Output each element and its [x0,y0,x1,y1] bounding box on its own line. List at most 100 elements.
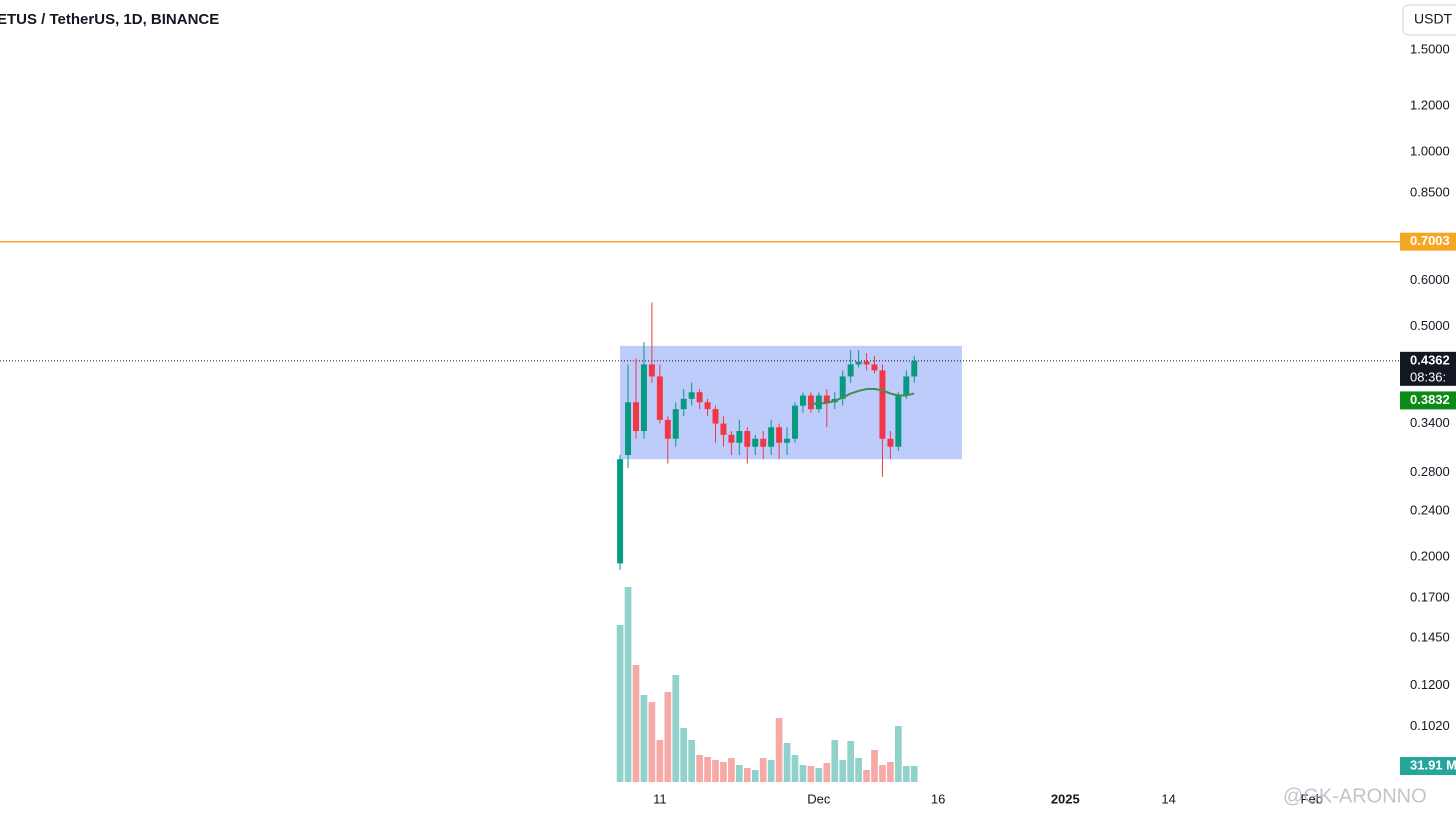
candle-body [815,395,822,410]
volume-bar [847,741,854,782]
volume-bar [863,770,870,782]
y-tick-label: 1.0000 [1410,143,1450,158]
candle-body [633,402,639,432]
y-tick-label: 0.2400 [1410,503,1450,518]
volume-bar [640,695,648,782]
currency-label: USDT [1414,11,1453,27]
candle-body [792,405,798,439]
candle-body [664,419,671,439]
volume-bar [704,757,711,782]
countdown: 08:36: [1410,369,1446,384]
candle-body [704,402,711,410]
moving-average [810,387,915,405]
y-tick-label: 0.1020 [1410,718,1450,733]
candle-body [744,431,751,447]
volume-bar [743,768,751,782]
last-price-label-bg [1400,351,1456,386]
x-tick-label: 14 [1161,791,1175,806]
volume-bar [895,726,902,782]
currency-button[interactable] [1402,4,1456,36]
y-tick-label: 0.3400 [1410,415,1450,430]
hline-label: 0.7003 [1410,233,1450,248]
volume-bar [664,692,672,782]
candle-body [648,364,655,377]
chart-title: ETUS / TetherUS, 1D, BINANCE [0,11,219,28]
candle-body [768,427,775,447]
y-tick-label: 0.1200 [1410,677,1450,692]
x-tick-label: Dec [807,791,831,806]
volume-bar [831,740,839,782]
candle-body [911,360,918,377]
candle-body [776,427,783,443]
candle-body [688,392,695,399]
volume-bar [759,758,767,782]
volume-bar [648,702,656,782]
candle-body [879,370,886,439]
watermark: @GK-ARONNO [1283,785,1427,807]
candle-body [640,364,647,432]
volume-bar [672,675,680,782]
candle-body [871,364,878,371]
x-tick-label: 2025 [1051,791,1080,806]
candle-body [847,364,854,377]
volume-bar [871,750,878,782]
volume-bar [751,770,759,782]
volume-bar [624,587,632,782]
candle-body [895,395,902,447]
y-tick-label: 1.5000 [1410,41,1450,56]
volume-bar [887,762,894,782]
x-tick-label: 16 [931,791,945,806]
candle-body [823,395,830,403]
candle-body [807,395,814,410]
y-tick-label: 0.1700 [1410,589,1450,604]
x-tick-label: 11 [653,791,667,806]
y-tick-label: 0.1450 [1410,629,1450,644]
candle-body [799,395,806,406]
volume-bar [616,625,624,782]
hline-label-bg [1400,232,1456,251]
volume-bar [902,766,910,782]
volume-bar [799,765,807,782]
y-tick-label: 0.2800 [1410,464,1450,479]
candle-body [784,438,791,443]
candle-body [736,431,743,443]
volume-bar [656,740,664,782]
volume-bar [688,740,695,782]
candle-body [656,376,663,420]
volume-bar [696,755,703,782]
volume-label: 31.91 M [1410,757,1456,772]
candle-body [672,409,679,439]
volume-bar [632,665,640,782]
volume-bar [879,765,886,782]
candle-body [680,398,687,410]
candle-body [839,376,846,399]
candle-body [696,392,703,403]
ma-label-bg [1400,391,1456,410]
volume-bar [910,766,918,782]
volume-bar [736,765,743,782]
y-tick-label: 0.2000 [1410,548,1450,563]
volume-bar [767,760,775,782]
last-price-label: 0.4362 [1410,352,1450,367]
volume-bar [775,718,783,782]
candle-body [855,361,862,365]
candle-body [617,459,624,564]
volume-bar [839,760,847,782]
candle-body [863,361,870,365]
range-box [620,345,962,460]
candle-body [760,438,767,447]
volume-bar [815,768,823,782]
y-tick-label: 1.2000 [1410,98,1450,113]
volume-bar [720,762,727,782]
y-tick-label: 0.8500 [1410,184,1450,199]
candle-body [728,434,735,443]
volume-bar [807,766,815,782]
volume-bar [712,760,719,782]
candle-body [712,409,719,424]
y-tick-label: 0.6000 [1410,272,1450,287]
volume-bar [680,728,688,782]
candle-body [903,376,910,396]
volume-label-bg [1400,757,1456,776]
